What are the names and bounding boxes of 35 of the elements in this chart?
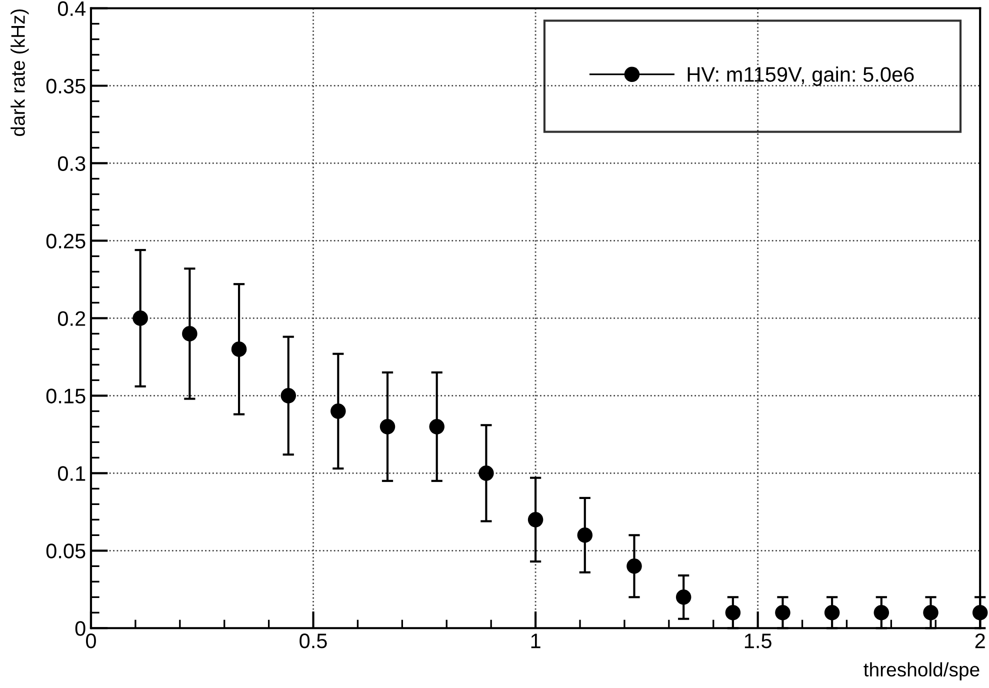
point (182, 326, 198, 342)
x-tick-label: 2 (975, 634, 985, 648)
point (824, 605, 840, 620)
point (528, 512, 544, 528)
point (923, 605, 938, 620)
point (132, 310, 148, 326)
point (626, 558, 642, 574)
y-tick-label: 0.35 (46, 78, 86, 94)
point (429, 419, 444, 434)
y-tick-label: 0.1 (58, 466, 86, 481)
point (478, 466, 494, 481)
point (874, 605, 890, 620)
y-tick-label: 0 (75, 621, 86, 636)
x-tick-label: 0.5 (300, 634, 327, 648)
y-axis-title: dark rate (kHz) (10, 9, 29, 136)
y-tick-label: 0.4 (58, 1, 86, 16)
point (775, 605, 790, 620)
x-tick-label: 1.5 (744, 634, 772, 648)
y-tick-label: 0.3 (58, 156, 86, 171)
x-axis-title: threshold/spe (864, 662, 980, 680)
y-tick-label: 0.25 (46, 234, 86, 248)
y-tick-label: 0.15 (46, 388, 86, 404)
point (330, 404, 346, 419)
x-tick-label: 1 (531, 634, 540, 648)
point (380, 419, 396, 434)
x-tick-label: 0 (86, 634, 96, 648)
point (280, 388, 296, 404)
y-tick-label: 0.2 (58, 311, 86, 326)
point (972, 605, 988, 620)
legend-label: HV: m1159V, gain: 5.0e6 (688, 66, 914, 86)
point (231, 342, 247, 357)
point (676, 590, 692, 605)
point (577, 528, 593, 543)
y-tick-label: 0.05 (46, 544, 86, 558)
point (725, 605, 741, 620)
